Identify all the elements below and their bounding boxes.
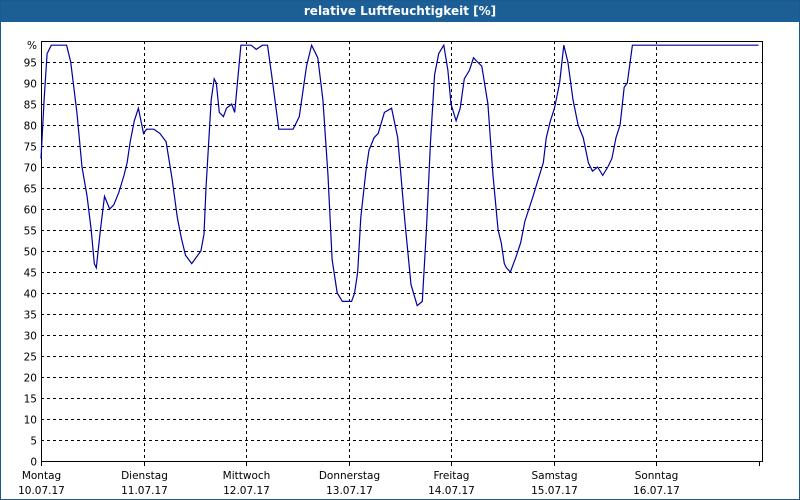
x-tick-date: 15.07.17 bbox=[531, 485, 578, 497]
x-tick-day: Donnerstag bbox=[319, 470, 380, 482]
y-tick-label: 20 bbox=[24, 373, 37, 385]
y-tick-label: 80 bbox=[24, 121, 37, 133]
x-tick-date: 16.07.17 bbox=[633, 485, 680, 497]
x-tick-date: 10.07.17 bbox=[18, 485, 65, 497]
y-tick-label: 15 bbox=[24, 394, 37, 406]
x-tick-day: Mittwoch bbox=[223, 470, 271, 482]
y-tick-label: 60 bbox=[24, 205, 37, 217]
y-tick-label: 5 bbox=[30, 436, 37, 448]
y-tick-label: 90 bbox=[24, 79, 37, 91]
grid bbox=[41, 41, 762, 461]
x-tick-day: Sonntag bbox=[635, 470, 679, 482]
x-tick-day: Dienstag bbox=[121, 470, 168, 482]
y-tick-label: 55 bbox=[24, 226, 37, 238]
x-tick-day: Montag bbox=[22, 470, 61, 482]
x-tick-day: Freitag bbox=[434, 470, 470, 482]
x-tick-date: 14.07.17 bbox=[428, 485, 475, 497]
y-tick-label: 25 bbox=[24, 352, 37, 364]
x-axis: Montag 10.07.17 Dienstag 11.07.17 Mittwoch 12… bbox=[18, 461, 760, 497]
x-tick-date: 11.07.17 bbox=[121, 485, 168, 497]
y-tick-label: 75 bbox=[24, 142, 37, 154]
y-tick-label: 0 bbox=[30, 457, 37, 469]
y-tick-label: 85 bbox=[24, 100, 37, 112]
x-tick-date: 13.07.17 bbox=[326, 485, 373, 497]
x-tick-date: 12.07.17 bbox=[223, 485, 270, 497]
y-tick-label: 70 bbox=[24, 163, 37, 175]
y-tick-label: 50 bbox=[24, 247, 37, 259]
y-unit-label: % bbox=[27, 40, 37, 52]
humidity-series-line bbox=[40, 43, 759, 307]
y-tick-label: 10 bbox=[24, 415, 37, 427]
x-tick-day: Samstag bbox=[531, 470, 577, 482]
y-axis: 0 5 10 15 20 25 30 35 40 45 50 55 60 65 70 75 80 85 90 95% bbox=[24, 40, 37, 469]
chart-title: relative Luftfeuchtigkeit [%] bbox=[1, 1, 799, 22]
y-tick-label: 65 bbox=[24, 184, 37, 196]
y-tick-label: 45 bbox=[24, 268, 37, 280]
plot-border bbox=[41, 41, 763, 462]
y-tick-label: 40 bbox=[24, 289, 37, 301]
y-tick-label: 30 bbox=[24, 331, 37, 343]
y-tick-label: 35 bbox=[24, 310, 37, 322]
y-tick-label: 95 bbox=[24, 58, 37, 70]
